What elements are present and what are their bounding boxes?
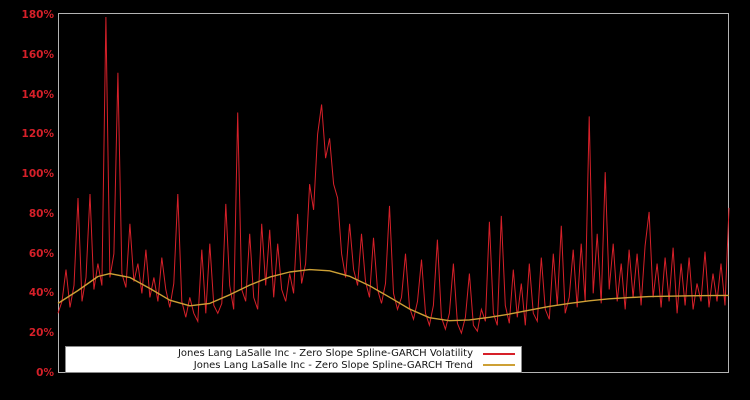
y-tick-label: 120% xyxy=(21,128,54,141)
legend-line-sample-trend xyxy=(483,364,515,367)
y-tick-label: 100% xyxy=(21,168,54,181)
legend-label-trend: Jones Lang LaSalle Inc - Zero Slope Spli… xyxy=(193,359,473,371)
trend-line xyxy=(57,268,730,322)
legend: Jones Lang LaSalle Inc - Zero Slope Spli… xyxy=(65,346,522,373)
legend-label-volatility: Jones Lang LaSalle Inc - Zero Slope Spli… xyxy=(177,348,473,360)
y-tick-label: 60% xyxy=(28,247,54,260)
y-axis-tick-labels: 0% 20% 40% 60% 80% 100% 120% 140% 160% 180% xyxy=(0,0,55,400)
y-tick-label: 180% xyxy=(21,9,54,21)
legend-line-sample-volatility xyxy=(483,352,515,355)
legend-entry-trend: Jones Lang LaSalle Inc - Zero Slope Spli… xyxy=(70,360,515,371)
y-tick-label: 0% xyxy=(36,367,54,379)
y-tick-label: 20% xyxy=(28,327,54,340)
y-tick-label: 160% xyxy=(21,48,54,61)
y-tick-label: 80% xyxy=(28,207,54,220)
y-tick-label: 40% xyxy=(28,287,54,300)
legend-entry-volatility: Jones Lang LaSalle Inc - Zero Slope Spli… xyxy=(70,348,515,359)
y-tick-label: 140% xyxy=(21,88,54,101)
volatility-line xyxy=(57,16,730,335)
plot-frame xyxy=(58,13,729,373)
